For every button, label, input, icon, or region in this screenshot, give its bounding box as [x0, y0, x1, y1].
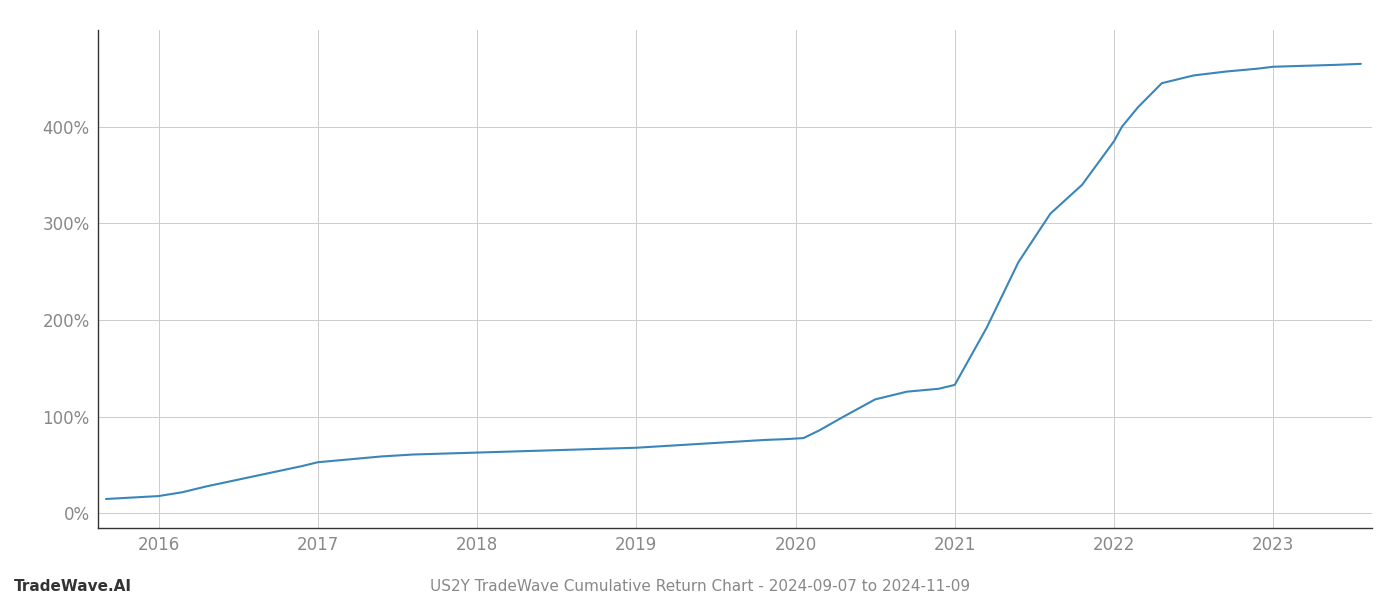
Text: TradeWave.AI: TradeWave.AI	[14, 579, 132, 594]
Text: US2Y TradeWave Cumulative Return Chart - 2024-09-07 to 2024-11-09: US2Y TradeWave Cumulative Return Chart -…	[430, 579, 970, 594]
